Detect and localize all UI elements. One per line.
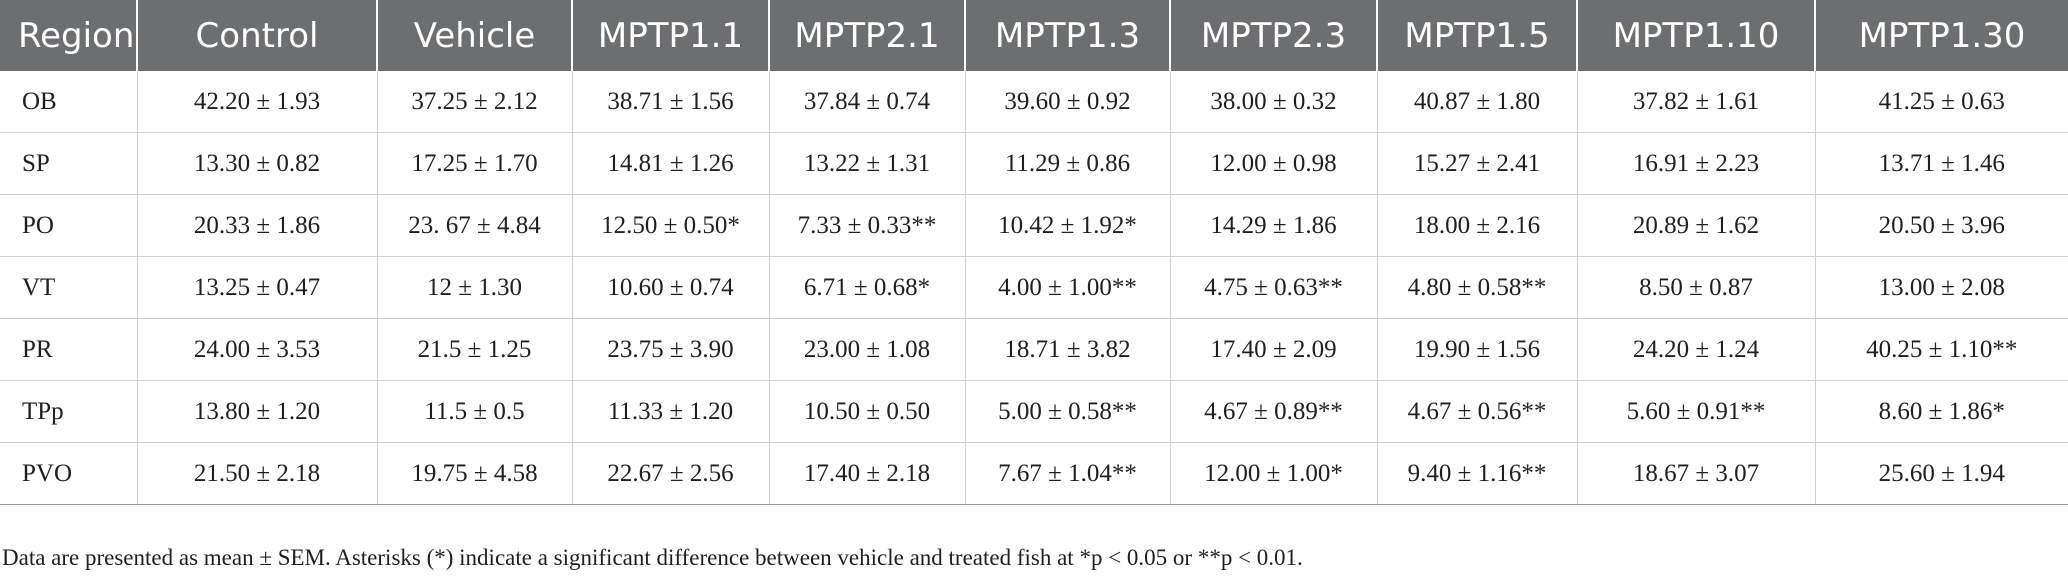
value-cell: 12.00 ± 0.98 — [1170, 132, 1378, 195]
value-cell: 18.71 ± 3.82 — [965, 318, 1171, 381]
region-cell: PVO — [0, 442, 138, 505]
table-row: SP 13.30 ± 0.82 17.25 ± 1.70 14.81 ± 1.26 13… — [0, 132, 2068, 195]
region-cell: OB — [0, 71, 138, 133]
value-cell: 23.75 ± 3.90 — [572, 318, 770, 381]
data-table-container: Region Control Vehicle MPTP1.1 MPTP2.1 MPTP1.… — [0, 0, 2068, 505]
value-cell: 11.5 ± 0.5 — [377, 380, 573, 443]
table-footnote: Data are presented as mean ± SEM. Asteri… — [2, 545, 1303, 570]
value-cell: 10.50 ± 0.50 — [769, 380, 966, 443]
region-cell: PO — [0, 194, 138, 257]
region-cell: TPp — [0, 380, 138, 443]
value-cell: 21.50 ± 2.18 — [137, 442, 378, 505]
table-row: VT 13.25 ± 0.47 12 ± 1.30 10.60 ± 0.74 6.71 … — [0, 256, 2068, 319]
value-cell: 13.80 ± 1.20 — [137, 380, 378, 443]
value-cell: 37.25 ± 2.12 — [377, 71, 573, 133]
value-cell: 7.33 ± 0.33** — [769, 194, 966, 257]
value-cell: 41.25 ± 0.63 — [1815, 71, 2068, 133]
value-cell: 4.75 ± 0.63** — [1170, 256, 1378, 319]
value-cell: 40.25 ± 1.10** — [1815, 318, 2068, 381]
value-cell: 17.40 ± 2.09 — [1170, 318, 1378, 381]
value-cell: 8.50 ± 0.87 — [1577, 256, 1816, 319]
value-cell: 4.67 ± 0.56** — [1377, 380, 1578, 443]
value-cell: 13.25 ± 0.47 — [137, 256, 378, 319]
value-cell: 23.00 ± 1.08 — [769, 318, 966, 381]
value-cell: 18.00 ± 2.16 — [1377, 194, 1578, 257]
column-header: Vehicle — [377, 0, 573, 71]
value-cell: 13.00 ± 2.08 — [1815, 256, 2068, 319]
value-cell: 7.67 ± 1.04** — [965, 442, 1171, 505]
table-row: PO 20.33 ± 1.86 23. 67 ± 4.84 12.50 ± 0.50*… — [0, 194, 2068, 257]
table-row: TPp 13.80 ± 1.20 11.5 ± 0.5 11.33 ± 1.20 10.… — [0, 380, 2068, 443]
region-cell: SP — [0, 132, 138, 195]
value-cell: 11.29 ± 0.86 — [965, 132, 1171, 195]
data-table: Region Control Vehicle MPTP1.1 MPTP2.1 MPTP1.… — [0, 0, 2068, 505]
table-body: OB 42.20 ± 1.93 37.25 ± 2.12 38.71 ± 1.56 37… — [0, 71, 2068, 505]
column-header: MPTP1.1 — [572, 0, 770, 71]
value-cell: 20.50 ± 3.96 — [1815, 194, 2068, 257]
column-header: MPTP1.30 — [1815, 0, 2068, 71]
value-cell: 11.33 ± 1.20 — [572, 380, 770, 443]
region-cell: PR — [0, 318, 138, 381]
value-cell: 24.00 ± 3.53 — [137, 318, 378, 381]
value-cell: 21.5 ± 1.25 — [377, 318, 573, 381]
column-header: MPTP1.5 — [1377, 0, 1578, 71]
table-row: PVO 21.50 ± 2.18 19.75 ± 4.58 22.67 ± 2.56 1… — [0, 442, 2068, 505]
column-header: MPTP1.10 — [1577, 0, 1816, 71]
header-row: Region Control Vehicle MPTP1.1 MPTP2.1 MPTP1.… — [0, 0, 2068, 71]
value-cell: 12.50 ± 0.50* — [572, 194, 770, 257]
value-cell: 39.60 ± 0.92 — [965, 71, 1171, 133]
value-cell: 4.80 ± 0.58** — [1377, 256, 1578, 319]
column-header: MPTP1.3 — [965, 0, 1171, 71]
region-cell: VT — [0, 256, 138, 319]
value-cell: 8.60 ± 1.86* — [1815, 380, 2068, 443]
value-cell: 13.30 ± 0.82 — [137, 132, 378, 195]
value-cell: 10.42 ± 1.92* — [965, 194, 1171, 257]
value-cell: 4.00 ± 1.00** — [965, 256, 1171, 319]
value-cell: 23. 67 ± 4.84 — [377, 194, 573, 257]
value-cell: 38.00 ± 0.32 — [1170, 71, 1378, 133]
table-row: OB 42.20 ± 1.93 37.25 ± 2.12 38.71 ± 1.56 37… — [0, 71, 2068, 133]
value-cell: 4.67 ± 0.89** — [1170, 380, 1378, 443]
value-cell: 37.82 ± 1.61 — [1577, 71, 1816, 133]
value-cell: 42.20 ± 1.93 — [137, 71, 378, 133]
value-cell: 22.67 ± 2.56 — [572, 442, 770, 505]
value-cell: 18.67 ± 3.07 — [1577, 442, 1816, 505]
value-cell: 5.60 ± 0.91** — [1577, 380, 1816, 443]
column-header-region: Region — [0, 0, 138, 71]
value-cell: 10.60 ± 0.74 — [572, 256, 770, 319]
value-cell: 15.27 ± 2.41 — [1377, 132, 1578, 195]
value-cell: 19.75 ± 4.58 — [377, 442, 573, 505]
value-cell: 37.84 ± 0.74 — [769, 71, 966, 133]
value-cell: 13.71 ± 1.46 — [1815, 132, 2068, 195]
value-cell: 13.22 ± 1.31 — [769, 132, 966, 195]
table-row: PR 24.00 ± 3.53 21.5 ± 1.25 23.75 ± 3.90 23.… — [0, 318, 2068, 381]
value-cell: 40.87 ± 1.80 — [1377, 71, 1578, 133]
value-cell: 17.25 ± 1.70 — [377, 132, 573, 195]
column-header: MPTP2.1 — [769, 0, 966, 71]
value-cell: 12 ± 1.30 — [377, 256, 573, 319]
value-cell: 20.89 ± 1.62 — [1577, 194, 1816, 257]
value-cell: 16.91 ± 2.23 — [1577, 132, 1816, 195]
column-header: MPTP2.3 — [1170, 0, 1378, 71]
value-cell: 6.71 ± 0.68* — [769, 256, 966, 319]
value-cell: 25.60 ± 1.94 — [1815, 442, 2068, 505]
value-cell: 14.81 ± 1.26 — [572, 132, 770, 195]
value-cell: 38.71 ± 1.56 — [572, 71, 770, 133]
value-cell: 14.29 ± 1.86 — [1170, 194, 1378, 257]
value-cell: 9.40 ± 1.16** — [1377, 442, 1578, 505]
value-cell: 20.33 ± 1.86 — [137, 194, 378, 257]
value-cell: 19.90 ± 1.56 — [1377, 318, 1578, 381]
value-cell: 12.00 ± 1.00* — [1170, 442, 1378, 505]
value-cell: 24.20 ± 1.24 — [1577, 318, 1816, 381]
value-cell: 5.00 ± 0.58** — [965, 380, 1171, 443]
value-cell: 17.40 ± 2.18 — [769, 442, 966, 505]
column-header: Control — [137, 0, 378, 71]
table-header: Region Control Vehicle MPTP1.1 MPTP2.1 MPTP1.… — [0, 0, 2068, 71]
